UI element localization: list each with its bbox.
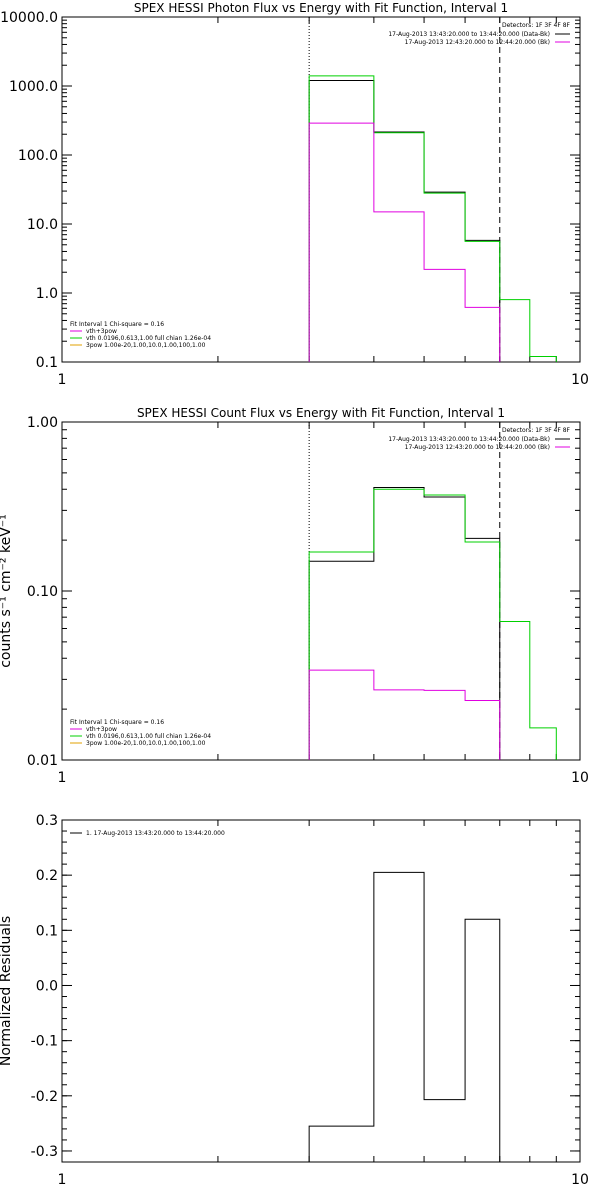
legend-detectors: Detectors: 1F 3F 4F 8F xyxy=(502,427,571,434)
legend-fit-entry: 3pow 1.00e-20,1.00,10.0,1.00,100,1.00 xyxy=(86,740,206,747)
chart-title: SPEX HESSI Count Flux vs Energy with Fit… xyxy=(137,406,505,420)
y-tick-label: 0.3 xyxy=(36,813,58,829)
x-tick-label: 10 xyxy=(571,1172,589,1188)
y-axis-label: Normalized Residuals xyxy=(0,916,14,1066)
series-data xyxy=(308,871,501,1162)
chart-panel-residuals: Normalized Residuals -0.3 -0.2 -0.1 0.0 0.1 0.… xyxy=(0,813,589,1188)
y-tick-label: -0.3 xyxy=(31,1144,58,1160)
legend-fit-interval: Fit Interval 1 Chi-square = 0.16 xyxy=(70,321,164,328)
plot-frame xyxy=(61,819,581,1163)
chart-panel-count: SPEX HESSI Count Flux vs Energy with Fit… xyxy=(0,406,589,786)
y-tick-label: -0.1 xyxy=(31,1034,58,1050)
y-tick-label: 0.1 xyxy=(36,923,58,939)
y-tick-label: 100.0 xyxy=(18,148,58,164)
legend-fit-entry: vth 0.0196,0.613,1.00 full chian 1.26e-0… xyxy=(86,733,211,740)
chart-title: SPEX HESSI Photon Flux vs Energy with Fi… xyxy=(134,1,508,15)
series-vth xyxy=(308,122,501,362)
series-vth xyxy=(308,669,501,760)
legend-fit-interval: Fit Interval 1 Chi-square = 0.16 xyxy=(70,719,164,726)
x-tick-label: 1 xyxy=(58,770,67,786)
y-tick-label: 0.2 xyxy=(36,868,58,884)
series-data xyxy=(308,486,501,760)
legend-bk: 17-Aug-2013 12:43:20.000 to 12:44:20.000… xyxy=(405,444,550,451)
x-tick-label: 10 xyxy=(571,372,589,388)
x-tick-label: 1 xyxy=(58,372,67,388)
legend-fit-entry: vth+3pow xyxy=(86,726,117,733)
y-tick-label: 0.0 xyxy=(36,978,58,994)
y-axis-label: counts s⁻¹ cm⁻² keV⁻¹ xyxy=(0,514,14,668)
legend-bk: 17-Aug-2013 12:43:20.000 to 12:44:20.000… xyxy=(405,39,550,46)
series-total xyxy=(308,75,557,362)
legend-data: 17-Aug-2013 13:43:20.000 to 13:44:20.000… xyxy=(388,436,550,443)
x-tick-label: 10 xyxy=(571,770,589,786)
x-tick-label: 1 xyxy=(58,1172,67,1188)
y-tick-label: 10.0 xyxy=(27,217,58,233)
series-total xyxy=(308,488,557,760)
plot-frame xyxy=(61,421,581,761)
legend-residual: 1. 17-Aug-2013 13:43:20.000 to 13:44:20.… xyxy=(86,830,225,837)
legend-detectors: Detectors: 1F 3F 4F 8F xyxy=(502,22,571,29)
y-tick-label: 1.00 xyxy=(27,415,58,431)
chart-panel-photon: SPEX HESSI Photon Flux vs Energy with Fi… xyxy=(0,1,589,388)
y-tick-label: 0.1 xyxy=(36,355,58,371)
legend-fit-entry: vth+3pow xyxy=(86,328,117,335)
y-tick-label: 1000.0 xyxy=(9,79,58,95)
y-tick-label: 10000.0 xyxy=(0,10,58,26)
legend-data: 17-Aug-2013 13:43:20.000 to 13:44:20.000… xyxy=(388,31,550,38)
y-tick-label: 0.01 xyxy=(27,753,58,769)
plot-frame xyxy=(61,16,581,363)
y-tick-label: 0.10 xyxy=(27,584,58,600)
legend-fit-entry: 3pow 1.00e-20,1.00,10.0,1.00,100,1.00 xyxy=(86,342,206,349)
legend-fit-entry: vth 0.0196,0.613,1.00 full chian 1.26e-0… xyxy=(86,335,211,342)
y-tick-label: 1.0 xyxy=(36,286,58,302)
y-tick-label: -0.2 xyxy=(31,1089,58,1105)
